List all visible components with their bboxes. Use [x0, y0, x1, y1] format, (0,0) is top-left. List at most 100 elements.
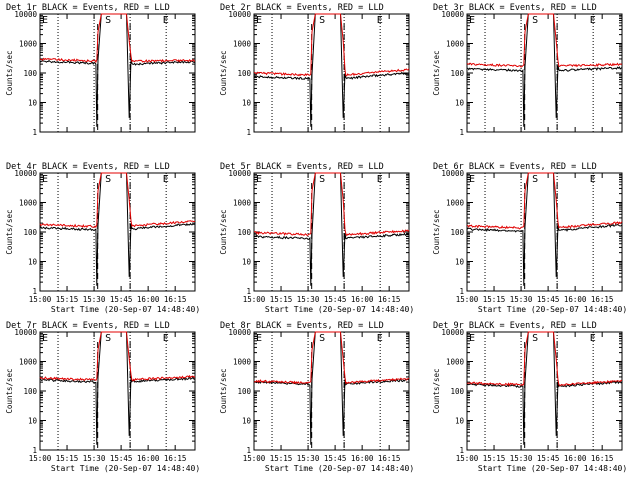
detector-panel-7: Det 7r BLACK = Events, RED = LLD 1 10 100 10…	[5, 321, 200, 473]
panel-title: Det 3r BLACK = Events, RED = LLD	[433, 3, 597, 13]
x-tick-label: 16:00	[351, 295, 374, 304]
panel-title: Det 9r BLACK = Events, RED = LLD	[433, 321, 597, 331]
lld-series-line	[466, 13, 623, 68]
period-marker-e: E	[256, 174, 262, 185]
y-tick-label: 10000	[228, 169, 251, 178]
y-tick-label: 100	[23, 69, 37, 78]
events-series-line	[466, 172, 623, 286]
events-series-line	[466, 331, 623, 445]
y-axis-label: Counts/sec	[432, 209, 441, 254]
y-tick-label: 10000	[14, 169, 37, 178]
y-tick-label: 10000	[228, 328, 251, 337]
y-tick-label: 10	[242, 258, 252, 267]
y-tick-label: 1000	[19, 40, 38, 49]
x-tick-label: 15:15	[56, 295, 79, 304]
x-axis-label: Start Time (20-Sep-07 14:48:40)	[51, 464, 200, 473]
y-tick-label: 1	[459, 128, 464, 137]
x-tick-label: 16:15	[378, 295, 401, 304]
period-marker-e: E	[590, 174, 596, 185]
plot-frame	[39, 13, 196, 133]
period-marker-e: E	[256, 333, 262, 344]
y-tick-label: 10000	[14, 10, 37, 19]
x-tick-label: 16:15	[164, 454, 187, 463]
period-marker-e: E	[377, 333, 383, 344]
events-series-line	[466, 13, 623, 127]
y-tick-label: 100	[237, 228, 251, 237]
x-tick-label: 15:00	[456, 454, 479, 463]
y-axis-label: Counts/sec	[5, 50, 14, 95]
y-tick-label: 100	[237, 69, 251, 78]
lld-series-line	[254, 172, 410, 237]
period-marker-e: E	[42, 333, 48, 344]
plot-frame	[39, 172, 196, 292]
period-marker-s: S	[532, 174, 538, 185]
y-tick-label: 1000	[233, 358, 252, 367]
y-tick-label: 1000	[233, 199, 252, 208]
x-tick-label: 15:15	[270, 454, 293, 463]
y-tick-label: 10	[242, 99, 252, 108]
period-marker-e: E	[590, 15, 596, 26]
lld-series-line	[466, 331, 623, 387]
y-tick-label: 1000	[446, 40, 465, 49]
period-marker-e: E	[377, 15, 383, 26]
detector-panel-4: Det 4r BLACK = Events, RED = LLD 1 10 100 10…	[5, 162, 200, 314]
y-axis-label: Counts/sec	[432, 368, 441, 413]
x-axis-label: Start Time (20-Sep-07 14:48:40)	[478, 464, 627, 473]
period-marker-e: E	[163, 15, 169, 26]
panel-title: Det 8r BLACK = Events, RED = LLD	[220, 321, 384, 331]
y-tick-label: 1	[246, 128, 251, 137]
detector-panel-6: Det 6r BLACK = Events, RED = LLD 1 10 100 10…	[432, 162, 627, 314]
y-axis-label: Counts/sec	[5, 368, 14, 413]
period-marker-e: E	[469, 333, 475, 344]
y-axis-label: Counts/sec	[432, 50, 441, 95]
y-tick-label: 10	[28, 99, 38, 108]
x-tick-label: 15:15	[483, 295, 506, 304]
plot-frame	[466, 331, 623, 451]
events-series-line	[253, 13, 410, 127]
detector-panel-9: Det 9r BLACK = Events, RED = LLD 1 10 100 10…	[432, 321, 627, 473]
y-tick-label: 100	[23, 228, 37, 237]
x-tick-label: 15:45	[110, 454, 133, 463]
x-tick-label: 15:30	[83, 295, 106, 304]
x-tick-label: 15:00	[243, 295, 266, 304]
x-axis-label: Start Time (20-Sep-07 14:48:40)	[265, 464, 414, 473]
plot-frame	[253, 331, 410, 451]
period-marker-s: S	[319, 333, 325, 344]
x-tick-label: 15:30	[83, 454, 106, 463]
lld-series-line	[39, 331, 196, 382]
detector-panel-8: Det 8r BLACK = Events, RED = LLD 1 10 100 10…	[219, 321, 414, 473]
y-tick-label: 100	[450, 228, 464, 237]
y-tick-label: 10000	[441, 169, 464, 178]
plot-frame	[466, 13, 623, 133]
y-tick-label: 1	[32, 287, 37, 296]
period-marker-s: S	[532, 15, 538, 26]
panel-title: Det 6r BLACK = Events, RED = LLD	[433, 162, 597, 172]
plot-frame	[253, 172, 410, 292]
x-tick-label: 16:00	[564, 454, 587, 463]
events-series-line	[253, 331, 410, 445]
detector-panel-1: Det 1r BLACK = Events, RED = LLD 1 10 100 10…	[5, 3, 196, 137]
y-tick-label: 1000	[446, 199, 465, 208]
y-tick-label: 10	[28, 258, 38, 267]
period-marker-s: S	[105, 174, 111, 185]
x-tick-label: 16:00	[137, 454, 160, 463]
y-tick-label: 1	[459, 287, 464, 296]
panel-title: Det 7r BLACK = Events, RED = LLD	[6, 321, 170, 331]
y-tick-label: 1000	[19, 358, 38, 367]
period-marker-e: E	[42, 174, 48, 185]
period-marker-s: S	[319, 15, 325, 26]
y-tick-label: 1	[32, 446, 37, 455]
y-tick-label: 10	[455, 417, 465, 426]
x-axis-label: Start Time (20-Sep-07 14:48:40)	[265, 305, 414, 314]
events-series-line	[39, 331, 196, 445]
x-tick-label: 15:45	[537, 454, 560, 463]
x-tick-label: 16:15	[591, 454, 614, 463]
lld-series-line	[466, 172, 623, 230]
x-tick-label: 16:15	[164, 295, 187, 304]
y-tick-label: 100	[23, 387, 37, 396]
detector-panel-2: Det 2r BLACK = Events, RED = LLD 1 10 100 10…	[219, 3, 410, 137]
lld-series-line	[39, 13, 196, 64]
lld-series-line	[253, 331, 410, 385]
y-tick-label: 1	[246, 446, 251, 455]
